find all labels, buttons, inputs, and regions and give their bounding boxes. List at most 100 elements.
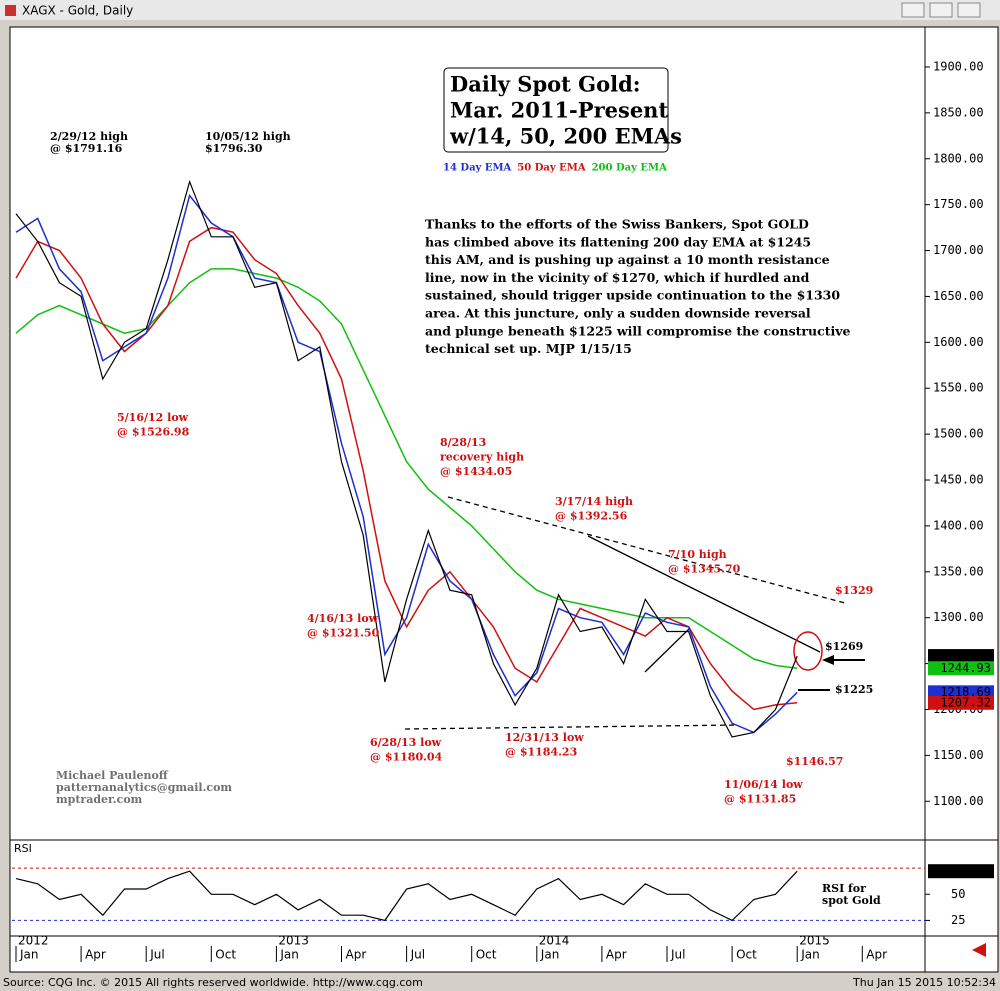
x-tick-label: Jan xyxy=(540,948,560,962)
x-tick-label: Apr xyxy=(85,948,106,962)
x-tick-label: Jul xyxy=(149,948,164,962)
legend-entry: 200 Day EMA xyxy=(592,163,667,174)
commentary: line, now in the vicinity of $1270, whic… xyxy=(425,270,810,285)
window-title: XAGX - Gold, Daily xyxy=(22,4,133,18)
annotation: @ $1321.50 xyxy=(307,627,380,640)
y-tick-label: 1750.00 xyxy=(933,197,984,211)
annotation: 8/28/13 xyxy=(440,436,486,449)
y-tick-label: 1800.00 xyxy=(933,151,984,165)
x-tick-label: Apr xyxy=(866,948,887,962)
last-value-label: 1244.93 xyxy=(940,661,991,675)
x-tick-label: Jan xyxy=(279,948,299,962)
annotation: $1269 xyxy=(825,640,863,653)
rsi-tick-label: 25 xyxy=(951,913,965,927)
y-tick-label: 1450.00 xyxy=(933,473,984,487)
annotation: 4/16/13 low xyxy=(307,612,379,625)
y-tick-label: 1850.00 xyxy=(933,105,984,119)
y-tick-label: 1150.00 xyxy=(933,748,984,762)
annotation: @ $1184.23 xyxy=(505,746,577,759)
annotation: $1796.30 xyxy=(205,142,263,155)
rsi-label: RSI xyxy=(14,842,32,855)
scroll-arrow[interactable] xyxy=(972,943,986,957)
annotation: @ $1345.70 xyxy=(668,563,741,576)
annotation: $1146.57 xyxy=(786,755,843,768)
x-tick-label: Jan xyxy=(800,948,820,962)
annotation: 7/10 high xyxy=(668,548,727,561)
status-time: Thu Jan 15 2015 10:52:34 xyxy=(852,976,996,989)
commentary: has climbed above its flattening 200 day… xyxy=(425,234,811,249)
last-value-label: 1218.69 xyxy=(940,685,991,699)
minor-trendline xyxy=(644,627,691,673)
last-value-box xyxy=(928,864,994,879)
y-tick-label: 1600.00 xyxy=(933,335,984,349)
annotation: RSI for xyxy=(822,882,866,895)
last-value-label: 1207.32 xyxy=(940,695,991,709)
annotation: spot Gold xyxy=(822,894,881,907)
close-button[interactable] xyxy=(957,2,981,18)
y-tick-label: 1500.00 xyxy=(933,427,984,441)
y-tick-label: 1550.00 xyxy=(933,381,984,395)
arrowhead-1269 xyxy=(822,655,834,665)
y-tick-label: 1100.00 xyxy=(933,794,984,808)
support-dashed xyxy=(404,724,739,730)
resistance-line xyxy=(587,535,821,653)
commentary: and plunge beneath $1225 will compromise… xyxy=(425,323,850,338)
annotation: 2/29/12 high xyxy=(50,130,128,143)
minimize-button[interactable] xyxy=(901,2,925,18)
price-line xyxy=(15,179,798,738)
last-value-box xyxy=(928,649,994,664)
annotation: @ $1434.05 xyxy=(440,465,512,478)
chart-title: w/14, 50, 200 EMAs xyxy=(449,124,682,149)
x-tick-label: Jul xyxy=(410,948,425,962)
annotation: $1225 xyxy=(835,683,873,696)
annotation: @ $1180.04 xyxy=(370,751,443,764)
commentary: area. At this juncture, only a sudden do… xyxy=(425,306,811,321)
y-tick-label: 1650.00 xyxy=(933,289,984,303)
x-tick-label: Jan xyxy=(19,948,39,962)
annotation: 3/17/14 high xyxy=(555,495,633,508)
highlight-circle xyxy=(793,631,823,671)
restore-button[interactable] xyxy=(929,2,953,18)
rsi-line xyxy=(15,870,798,922)
annotation: patternanalytics@gmail.com xyxy=(56,781,232,794)
commentary: technical set up. MJP 1/15/15 xyxy=(425,341,632,356)
annotation: 6/28/13 low xyxy=(370,736,442,749)
annotation: Michael Paulenoff xyxy=(56,769,169,782)
y-tick-label: 1900.00 xyxy=(933,59,984,73)
year-label: 2013 xyxy=(278,934,309,948)
year-label: 2014 xyxy=(539,934,570,948)
y-tick-label: 1400.00 xyxy=(933,518,984,532)
annotation: 5/16/12 low xyxy=(117,411,189,424)
rsi-tick-label: 50 xyxy=(951,887,965,901)
annotation: @ $1526.98 xyxy=(117,426,190,439)
y-tick-label: 1350.00 xyxy=(933,564,984,578)
annotation: @ $1791.16 xyxy=(50,142,123,155)
status-bar xyxy=(0,975,1000,991)
annotation: 10/05/12 high xyxy=(205,130,291,143)
commentary: sustained, should trigger upside continu… xyxy=(425,288,840,303)
x-tick-label: Apr xyxy=(606,948,627,962)
x-tick-label: Oct xyxy=(476,948,497,962)
commentary: this AM, and is pushing up against a 10 … xyxy=(425,252,830,267)
legend-entry: 14 Day EMA xyxy=(443,163,512,174)
chart-title: Daily Spot Gold: xyxy=(450,72,641,97)
last-value-label: 72.03 xyxy=(955,864,991,878)
annotation: mptrader.com xyxy=(56,793,143,806)
year-label: 2012 xyxy=(18,934,49,948)
annotation: 11/06/14 low xyxy=(724,778,803,791)
resistance-dashed xyxy=(447,496,846,604)
x-tick-label: Oct xyxy=(736,948,757,962)
year-label: 2015 xyxy=(799,934,830,948)
annotation: @ $1392.56 xyxy=(555,510,628,523)
annotation: $1329 xyxy=(835,584,873,597)
x-tick-label: Jul xyxy=(670,948,685,962)
commentary: Thanks to the efforts of the Swiss Banke… xyxy=(425,217,809,232)
last-value-box xyxy=(928,695,994,710)
last-value-box xyxy=(928,661,994,676)
last-value-label: 1258.18 xyxy=(940,649,991,663)
chart-area xyxy=(9,26,999,973)
chart-title: Mar. 2011-Present xyxy=(450,98,668,123)
ema-line xyxy=(15,193,798,734)
trendlines xyxy=(404,496,865,730)
